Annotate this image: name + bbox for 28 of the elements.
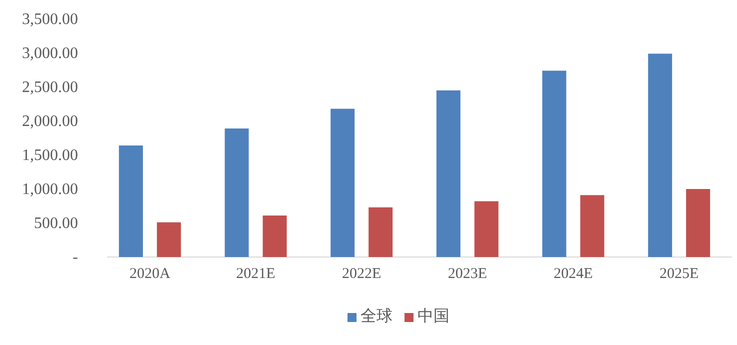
bar [686,189,710,257]
y-tick-label: 1,000.00 [22,181,78,198]
y-tick-label: 3,000.00 [22,45,78,62]
bar [648,54,672,257]
legend-label: 中国 [418,307,450,325]
y-tick-label: 3,500.00 [22,11,78,28]
bar [474,201,498,257]
y-tick-label: 500.00 [34,215,78,232]
x-tick-label: 2021E [236,266,276,282]
bar [580,195,604,257]
bar [436,90,460,257]
bar [262,216,287,257]
bar [224,128,249,257]
y-tick-label: 2,500.00 [22,79,78,96]
bar [542,70,566,257]
y-tick-label: 2,000.00 [22,113,78,130]
y-tick-label: - [72,249,78,266]
x-tick-label: 2023E [448,266,488,282]
bar [330,108,355,257]
y-tick-label: 1,500.00 [22,147,78,164]
x-tick-label: 2024E [554,266,593,282]
x-tick-label: 2022E [342,266,382,282]
bar [156,222,181,257]
legend-label: 全球 [360,307,392,325]
x-tick-label: 2025E [659,266,699,282]
bar [368,207,393,257]
x-tick-label: 2020A [129,266,170,282]
bar [118,145,143,257]
